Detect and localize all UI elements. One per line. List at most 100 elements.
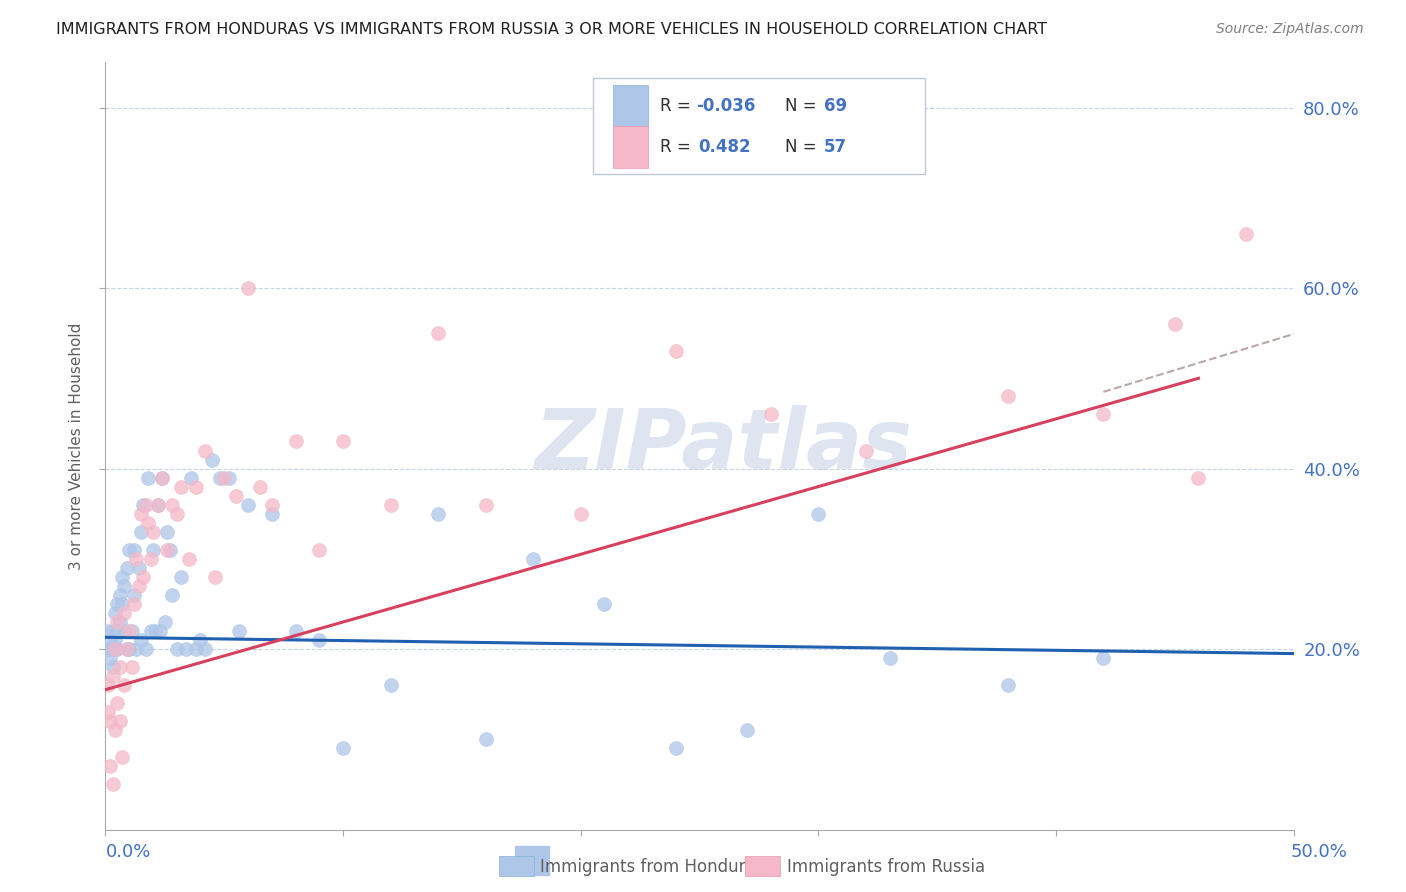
Point <box>170 570 193 584</box>
Point <box>132 498 155 512</box>
Point <box>522 551 544 566</box>
Point <box>125 642 148 657</box>
FancyBboxPatch shape <box>592 78 925 174</box>
Point <box>118 624 141 638</box>
Point <box>105 615 128 629</box>
Point <box>153 615 176 629</box>
Text: 57: 57 <box>824 138 848 156</box>
Point <box>115 642 138 657</box>
Point <box>114 624 136 638</box>
Point <box>115 642 138 657</box>
Point <box>122 588 145 602</box>
Point <box>135 498 157 512</box>
Point <box>118 542 141 557</box>
Point <box>236 498 259 512</box>
Point <box>284 434 307 449</box>
Point <box>149 624 172 638</box>
Point <box>142 542 165 557</box>
Point <box>114 579 136 593</box>
Point <box>208 470 231 484</box>
Point <box>166 642 188 657</box>
Point <box>104 723 127 738</box>
Point <box>214 470 236 484</box>
Y-axis label: 3 or more Vehicles in Household: 3 or more Vehicles in Household <box>69 322 84 570</box>
Point <box>104 606 127 620</box>
Point <box>160 498 183 512</box>
Point <box>114 678 136 692</box>
Point <box>665 344 688 359</box>
Point <box>146 498 169 512</box>
Point <box>108 615 131 629</box>
Point <box>105 624 128 638</box>
Point <box>152 470 174 484</box>
Point <box>308 542 330 557</box>
Point <box>98 633 121 648</box>
Point <box>108 588 131 602</box>
Point <box>122 597 145 611</box>
Point <box>174 642 197 657</box>
Point <box>111 597 134 611</box>
Point <box>98 759 121 773</box>
Point <box>308 633 330 648</box>
Point <box>1092 408 1115 422</box>
Point <box>236 281 259 295</box>
Point <box>152 470 174 484</box>
Point <box>114 606 136 620</box>
Point <box>332 741 354 756</box>
Point <box>166 507 188 521</box>
Point <box>121 660 143 674</box>
Point <box>1234 227 1257 241</box>
Point <box>142 524 165 539</box>
Point <box>225 489 247 503</box>
Point <box>101 777 124 791</box>
Text: Source: ZipAtlas.com: Source: ZipAtlas.com <box>1216 22 1364 37</box>
Text: N =: N = <box>785 138 823 156</box>
Point <box>218 470 240 484</box>
Text: -0.036: -0.036 <box>696 97 755 115</box>
Point <box>125 551 148 566</box>
Point <box>101 642 124 657</box>
Point <box>332 434 354 449</box>
Point <box>1187 470 1209 484</box>
Point <box>139 624 162 638</box>
Point <box>997 389 1019 403</box>
Point <box>104 633 127 648</box>
Text: Immigrants from Russia: Immigrants from Russia <box>787 858 986 876</box>
Point <box>194 642 217 657</box>
Point <box>184 480 207 494</box>
Point <box>101 660 124 674</box>
Point <box>284 624 307 638</box>
Point <box>97 705 120 719</box>
Point <box>121 624 143 638</box>
Point <box>122 542 145 557</box>
Point <box>184 642 207 657</box>
Point <box>128 561 150 575</box>
Text: N =: N = <box>785 97 823 115</box>
Point <box>201 452 224 467</box>
Point <box>143 624 166 638</box>
Point <box>105 597 128 611</box>
Text: 0.0%: 0.0% <box>105 843 150 861</box>
Point <box>136 470 159 484</box>
Point <box>101 669 124 683</box>
Text: 0.482: 0.482 <box>699 138 751 156</box>
Point <box>97 642 120 657</box>
Point <box>190 633 212 648</box>
Text: IMMIGRANTS FROM HONDURAS VS IMMIGRANTS FROM RUSSIA 3 OR MORE VEHICLES IN HOUSEHO: IMMIGRANTS FROM HONDURAS VS IMMIGRANTS F… <box>56 22 1047 37</box>
Point <box>129 633 152 648</box>
Point <box>260 498 283 512</box>
Point <box>180 470 202 484</box>
Point <box>759 408 782 422</box>
Point <box>111 750 134 764</box>
Point <box>380 498 402 512</box>
Text: 69: 69 <box>824 97 848 115</box>
Point <box>569 507 592 521</box>
Point <box>115 561 138 575</box>
Point <box>665 741 688 756</box>
Point <box>156 542 179 557</box>
Point <box>104 642 127 657</box>
Point <box>136 516 159 530</box>
Point <box>146 498 169 512</box>
Point <box>879 651 901 665</box>
Point <box>135 642 157 657</box>
